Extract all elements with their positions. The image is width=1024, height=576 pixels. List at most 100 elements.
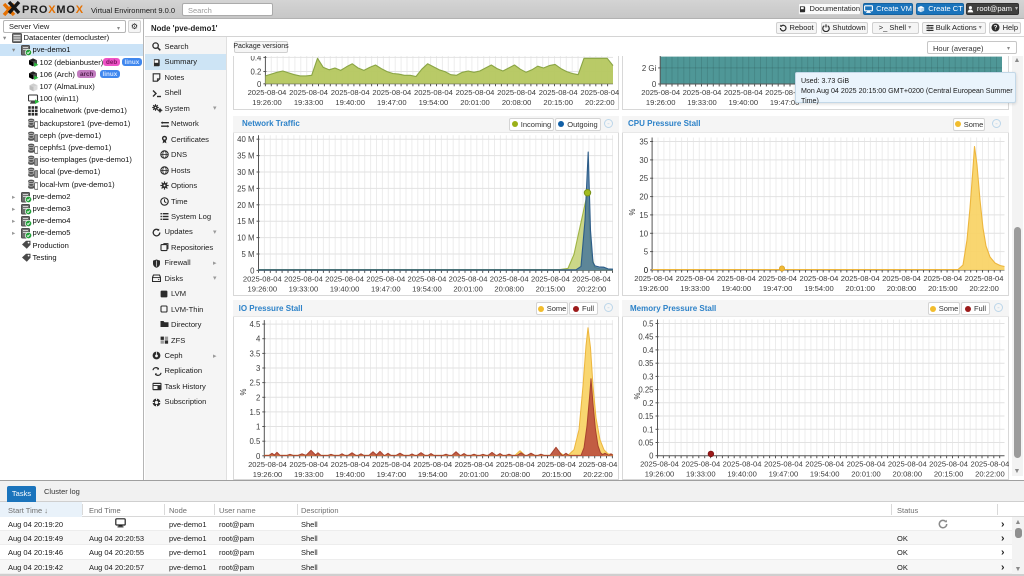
svg-text:10 M: 10 M [237, 234, 254, 243]
svg-text:2025-08-04: 2025-08-04 [805, 460, 844, 469]
svg-text:2025-08-04: 2025-08-04 [929, 460, 968, 469]
svg-text:0: 0 [250, 266, 255, 275]
svg-text:2025-08-04: 2025-08-04 [331, 88, 370, 97]
svg-text:3.5: 3.5 [249, 349, 261, 358]
svg-text:19:40:00: 19:40:00 [330, 284, 360, 293]
svg-text:25: 25 [639, 174, 648, 183]
svg-text:2025-08-04: 2025-08-04 [413, 460, 452, 469]
svg-text:0: 0 [652, 80, 657, 89]
svg-text:0: 0 [644, 266, 649, 275]
svg-text:2025-08-04: 2025-08-04 [366, 274, 405, 283]
svg-text:20:15:00: 20:15:00 [928, 284, 958, 293]
svg-text:2025-08-04: 2025-08-04 [640, 460, 679, 469]
svg-text:20:08:00: 20:08:00 [494, 284, 524, 293]
svg-text:20:22:00: 20:22:00 [975, 470, 1005, 479]
svg-text:0.4: 0.4 [643, 346, 655, 355]
svg-text:15: 15 [639, 211, 648, 220]
svg-text:19:26:00: 19:26:00 [252, 98, 282, 107]
svg-text:19:26:00: 19:26:00 [645, 470, 675, 479]
svg-text:20:01:00: 20:01:00 [453, 284, 483, 293]
svg-text:19:40:00: 19:40:00 [727, 470, 757, 479]
svg-text:3: 3 [256, 364, 260, 373]
svg-text:20:08:00: 20:08:00 [501, 470, 531, 479]
svg-text:20:01:00: 20:01:00 [845, 284, 875, 293]
svg-text:20:15:00: 20:15:00 [934, 470, 964, 479]
svg-text:19:33:00: 19:33:00 [294, 98, 324, 107]
svg-text:20:01:00: 20:01:00 [851, 470, 881, 479]
svg-text:19:26:00: 19:26:00 [248, 284, 278, 293]
svg-text:20 M: 20 M [237, 201, 254, 210]
svg-text:0: 0 [649, 452, 654, 461]
svg-text:2025-08-04: 2025-08-04 [641, 88, 680, 97]
svg-text:0.15: 0.15 [638, 412, 654, 421]
svg-text:19:33:00: 19:33:00 [686, 470, 716, 479]
svg-text:5 M: 5 M [242, 250, 255, 259]
svg-text:40 M: 40 M [237, 135, 254, 144]
svg-text:2025-08-04: 2025-08-04 [923, 274, 962, 283]
svg-text:2025-08-04: 2025-08-04 [764, 460, 803, 469]
svg-text:19:33:00: 19:33:00 [680, 284, 710, 293]
svg-text:19:47:00: 19:47:00 [763, 284, 793, 293]
svg-text:4: 4 [256, 335, 261, 344]
svg-text:35 M: 35 M [237, 152, 254, 161]
svg-text:2025-08-04: 2025-08-04 [497, 88, 536, 97]
svg-text:2025-08-04: 2025-08-04 [578, 460, 617, 469]
svg-text:19:54:00: 19:54:00 [418, 470, 448, 479]
svg-text:20:22:00: 20:22:00 [969, 284, 999, 293]
svg-text:0: 0 [644, 266, 649, 275]
svg-text:30: 30 [639, 156, 648, 165]
svg-text:0.4: 0.4 [251, 56, 263, 62]
svg-text:19:54:00: 19:54:00 [419, 98, 449, 107]
svg-text:0.35: 0.35 [638, 359, 654, 368]
svg-text:20:01:00: 20:01:00 [460, 98, 490, 107]
svg-text:2025-08-04: 2025-08-04 [455, 460, 494, 469]
svg-text:0: 0 [256, 452, 261, 461]
svg-text:19:47:00: 19:47:00 [770, 98, 800, 107]
svg-text:19:47:00: 19:47:00 [377, 470, 407, 479]
svg-text:2025-08-04: 2025-08-04 [248, 88, 287, 97]
svg-text:2025-08-04: 2025-08-04 [717, 274, 756, 283]
svg-text:19:54:00: 19:54:00 [804, 284, 834, 293]
svg-text:20:22:00: 20:22:00 [585, 98, 615, 107]
svg-text:2025-08-04: 2025-08-04 [490, 274, 529, 283]
svg-text:0.1: 0.1 [643, 425, 654, 434]
svg-text:0.45: 0.45 [638, 333, 654, 342]
svg-text:2025-08-04: 2025-08-04 [539, 88, 578, 97]
svg-text:19:33:00: 19:33:00 [687, 98, 717, 107]
svg-text:19:47:00: 19:47:00 [371, 284, 401, 293]
svg-text:0: 0 [257, 80, 262, 89]
svg-text:2025-08-04: 2025-08-04 [372, 88, 411, 97]
svg-text:2025-08-04: 2025-08-04 [758, 274, 797, 283]
svg-text:2025-08-04: 2025-08-04 [248, 460, 287, 469]
svg-text:20:15:00: 20:15:00 [536, 284, 566, 293]
svg-text:2025-08-04: 2025-08-04 [243, 274, 282, 283]
svg-text:2025-08-04: 2025-08-04 [965, 274, 1004, 283]
svg-text:20:22:00: 20:22:00 [583, 470, 613, 479]
svg-text:20:22:00: 20:22:00 [577, 284, 607, 293]
svg-text:0.5: 0.5 [249, 437, 261, 446]
svg-text:19:54:00: 19:54:00 [412, 284, 442, 293]
svg-text:19:33:00: 19:33:00 [289, 284, 319, 293]
svg-text:19:33:00: 19:33:00 [294, 470, 324, 479]
svg-text:2025-08-04: 2025-08-04 [289, 88, 328, 97]
svg-text:25 M: 25 M [237, 184, 254, 193]
svg-text:0.2: 0.2 [643, 399, 654, 408]
svg-text:20:08:00: 20:08:00 [502, 98, 532, 107]
svg-text:2025-08-04: 2025-08-04 [531, 274, 570, 283]
svg-text:15 M: 15 M [237, 217, 254, 226]
svg-text:1.5: 1.5 [249, 408, 261, 417]
svg-text:2025-08-04: 2025-08-04 [537, 460, 576, 469]
svg-text:20:15:00: 20:15:00 [542, 470, 572, 479]
svg-text:2025-08-04: 2025-08-04 [847, 460, 886, 469]
svg-text:19:40:00: 19:40:00 [722, 284, 752, 293]
svg-text:20:08:00: 20:08:00 [887, 284, 917, 293]
svg-text:19:26:00: 19:26:00 [646, 98, 676, 107]
svg-text:0.05: 0.05 [638, 439, 654, 448]
svg-text:2.5: 2.5 [249, 379, 261, 388]
svg-text:2025-08-04: 2025-08-04 [572, 274, 611, 283]
svg-text:10: 10 [639, 229, 648, 238]
svg-text:%: % [239, 388, 248, 395]
svg-text:0.5: 0.5 [643, 320, 655, 329]
svg-text:1: 1 [256, 423, 260, 432]
svg-text:2025-08-04: 2025-08-04 [414, 88, 453, 97]
